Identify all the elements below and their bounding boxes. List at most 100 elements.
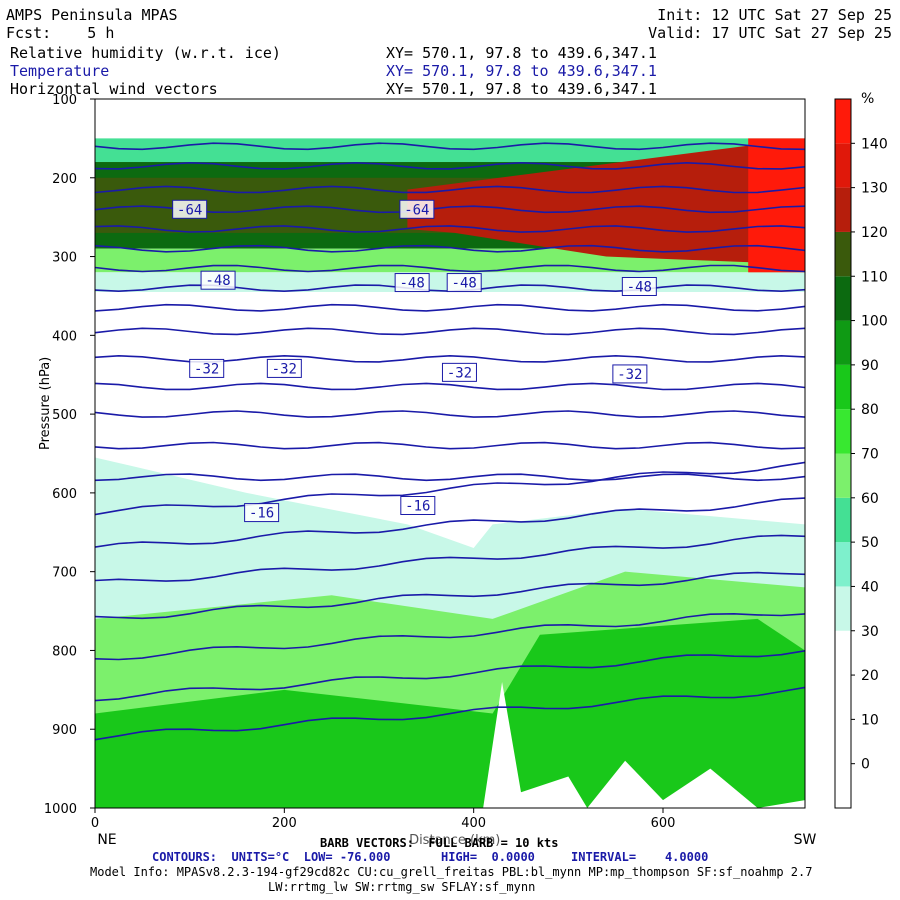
contour-label-text: -48 [399,276,424,292]
x-tick-label: 0 [91,816,99,831]
isotherm-line [94,382,806,391]
contour-label-text: -48 [205,273,230,289]
contour-label-box [394,273,430,293]
y-tick-label: 200 [52,172,77,187]
isotherm-line [94,650,806,702]
forecast-hour: Fcst: 5 h [6,24,115,42]
rh-band-upper-edge [95,138,805,163]
contour-label-box [399,199,435,219]
contour-label-text: -16 [249,506,274,522]
contour-label-box [400,495,436,515]
terrain [483,681,805,808]
colorbar-tick-label: 70 [861,447,879,463]
colorbar-tick-label: 40 [861,579,879,595]
x-tick-label: 200 [272,816,297,831]
colorbar-swatch [835,675,851,720]
y-tick-label: 1000 [44,802,77,817]
isotherm-line [94,205,806,214]
isotherm-line [94,225,806,233]
colorbar-unit: % [861,91,874,107]
y-tick-label: 400 [52,329,77,344]
rh-region-supersaturated [407,138,805,265]
init-time: Init: 12 UTC Sat 27 Sep 25 [657,6,892,24]
barb-legend: BARB VECTORS: FULL BARB = 10 kts [320,836,559,850]
colorbar-swatch [835,409,851,454]
contour-label: -32 [441,362,477,382]
y-tick-label: 900 [52,723,77,738]
contour-label-box [244,503,280,523]
colorbar: 0 10 20 30 40 50 60 70 80 90 100 110 120 130 140% [834,91,888,809]
contour-label: -32 [612,364,648,384]
isotherm-line [94,410,806,418]
isotherm-line [94,461,806,516]
contour-label-box [441,362,477,382]
contour-label: -48 [446,273,482,293]
contour-label-text: -48 [627,279,652,295]
contour-info: CONTOURS: UNITS=°C LOW= -76.000 HIGH= 0.… [152,850,709,864]
colorbar-tick-label: 110 [861,269,888,285]
colorbar-swatch [835,187,851,232]
colorbar-tick-label: 0 [861,757,870,773]
colorbar-tick-label: 80 [861,402,879,418]
colorbar-swatch [835,231,851,277]
contour-label-text: -32 [617,367,642,383]
y-tick-label: 300 [52,251,77,266]
colorbar-swatch [835,99,851,144]
colorbar-tick-label: 50 [861,535,879,551]
contour-label-box [266,358,302,378]
contour-label-box [446,273,482,293]
valid-time: Valid: 17 UTC Sat 27 Sep 25 [648,24,892,42]
isotherm-line [94,534,806,582]
colorbar-swatch [835,630,851,676]
contour-label-box [612,364,648,384]
contour-label-text: -16 [405,498,430,514]
rh-field [95,99,805,808]
contour-label: -64 [399,199,435,219]
contour-label: -16 [244,503,280,523]
colorbar-tick-label: 130 [861,181,888,197]
contour-label: -48 [200,270,236,290]
colorbar-swatch [835,542,851,587]
y-tick-label: 100 [52,93,77,108]
contour-label-box [200,270,236,290]
field-xy-temperature: XY= 570.1, 97.8 to 439.6,347.1 [386,62,657,80]
contour-label: -32 [189,358,225,378]
field-name-wind: Horizontal wind vectors [10,80,218,98]
contour-label: -32 [266,358,302,378]
x-end-label-sw: SW [794,832,817,848]
contour-label: -64 [172,199,208,219]
model-info-physics: LW:rrtmg_lw SW:rrtmg_sw SFLAY:sf_mynn [268,880,536,894]
contour-labels: -64 -64 -48 -48 -48 -48 -32 -32 -32 -32 -16 -16 [172,199,657,523]
colorbar-swatch [835,497,851,543]
contour-label-text: -32 [272,361,297,377]
colorbar-swatch [835,586,851,631]
x-tick-label: 400 [461,816,486,831]
contour-label-text: -48 [452,276,477,292]
model-title: AMPS Peninsula MPAS [6,6,178,24]
y-tick-label: 600 [52,487,77,502]
colorbar-tick-label: 100 [861,314,888,330]
colorbar-tick-label: 20 [861,668,879,684]
colorbar-tick-label: 30 [861,624,879,640]
contour-label-text: -32 [447,365,472,381]
field-xy-wind: XY= 570.1, 97.8 to 439.6,347.1 [386,80,657,98]
x-end-label-ne: NE [97,832,116,848]
contour-label-box [189,358,225,378]
contour-label: -16 [400,495,436,515]
isotherm-line [94,571,806,620]
rh-region-peak [748,138,805,273]
isotherm-line [94,612,806,661]
colorbar-tick-label: 10 [861,712,879,728]
isotherm-line [94,686,806,741]
colorbar-swatch [835,453,851,498]
isotherm-line [94,441,806,450]
colorbar-swatch [835,719,851,764]
contour-label: -48 [621,276,657,296]
isotherm-line [94,161,806,170]
x-tick-label: 600 [651,816,676,831]
isotherm-line [94,497,806,548]
contour-label-box [621,276,657,296]
y-tick-label: 500 [52,408,77,423]
contour-label: -48 [394,273,430,293]
